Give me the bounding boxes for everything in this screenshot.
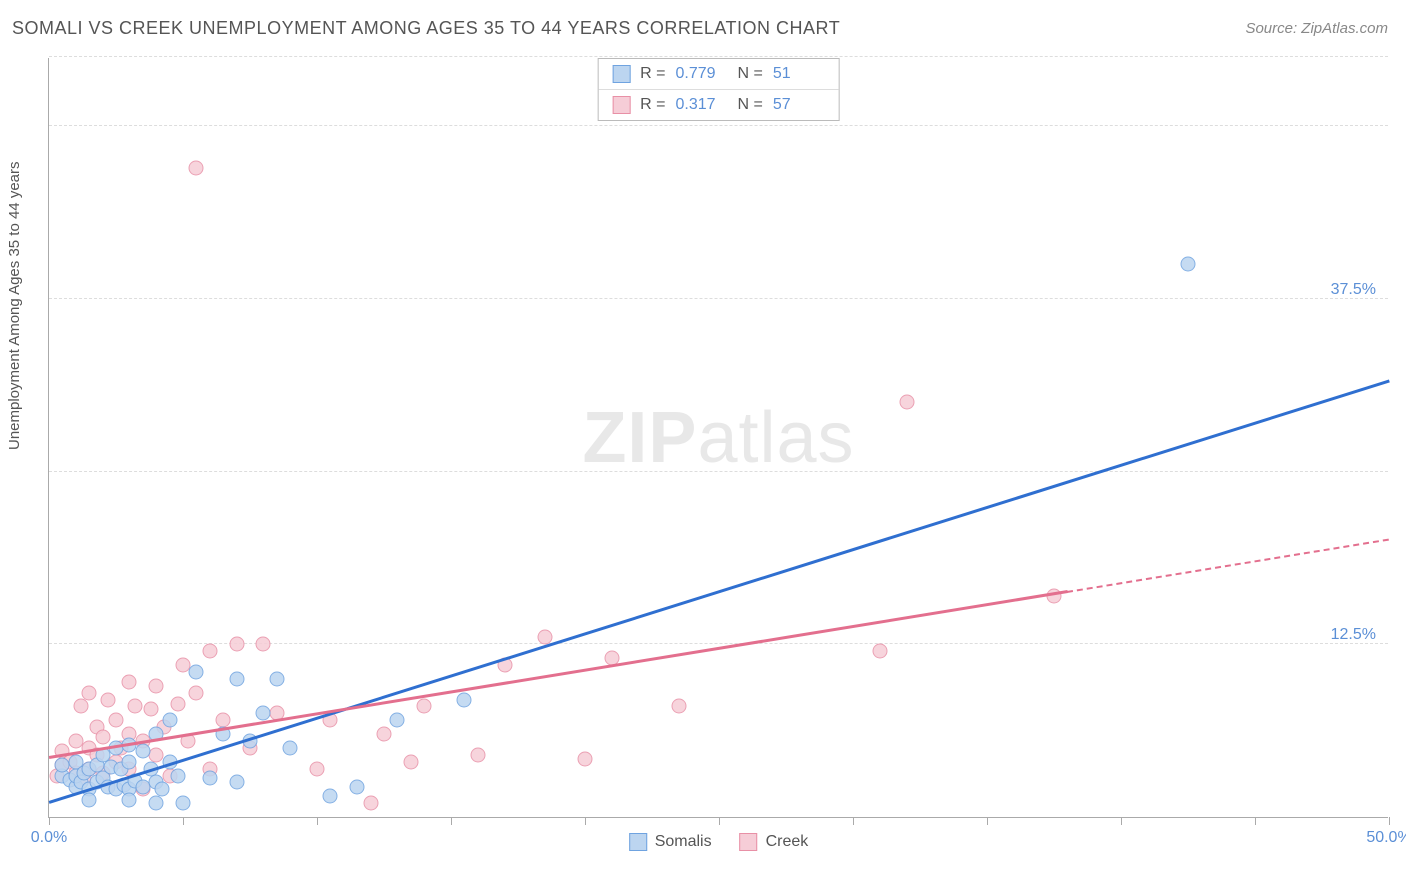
x-tick xyxy=(719,817,720,825)
creek-point xyxy=(122,674,137,689)
legend-swatch-icon xyxy=(740,833,758,851)
x-tick xyxy=(585,817,586,825)
legend-swatch-icon xyxy=(629,833,647,851)
watermark: ZIPatlas xyxy=(582,397,854,479)
creek-regression-extrapolated xyxy=(1067,539,1389,593)
somalis-point xyxy=(457,692,472,707)
legend-stats-row: R = 0.317 N = 57 xyxy=(598,89,839,120)
creek-point xyxy=(417,699,432,714)
creek-point xyxy=(872,644,887,659)
legend-item: Creek xyxy=(740,833,809,851)
somalis-regression xyxy=(49,379,1390,803)
gridline xyxy=(49,298,1388,299)
creek-point xyxy=(377,727,392,742)
creek-point xyxy=(256,637,271,652)
legend-n-value: 51 xyxy=(773,65,825,83)
x-tick xyxy=(987,817,988,825)
x-tick xyxy=(853,817,854,825)
somalis-point xyxy=(122,754,137,769)
gridline xyxy=(49,643,1388,644)
somalis-point xyxy=(189,664,204,679)
somalis-point xyxy=(122,793,137,808)
chart-title: SOMALI VS CREEK UNEMPLOYMENT AMONG AGES … xyxy=(12,18,840,39)
legend-stats: R = 0.779 N = 51 R = 0.317 N = 57 xyxy=(597,58,840,121)
legend-series-label: Somalis xyxy=(655,833,712,851)
creek-point xyxy=(149,678,164,693)
somalis-point xyxy=(135,743,150,758)
somalis-point xyxy=(154,782,169,797)
x-tick xyxy=(1121,817,1122,825)
legend-n-label: N = xyxy=(738,96,763,114)
y-tick-label: 37.5% xyxy=(1331,281,1376,299)
somalis-point xyxy=(1181,257,1196,272)
creek-point xyxy=(578,751,593,766)
scatter-chart: ZIPatlas R = 0.779 N = 51 R = 0.317 N = … xyxy=(48,58,1388,818)
somalis-point xyxy=(82,793,97,808)
gridline xyxy=(49,56,1388,57)
x-tick-label: 50.0% xyxy=(1366,829,1406,847)
somalis-point xyxy=(269,671,284,686)
somalis-point xyxy=(390,713,405,728)
creek-point xyxy=(95,729,110,744)
x-tick xyxy=(317,817,318,825)
legend-swatch-icon xyxy=(612,96,630,114)
gridline xyxy=(49,125,1388,126)
x-tick xyxy=(1255,817,1256,825)
creek-point xyxy=(310,761,325,776)
y-axis-label: Unemployment Among Ages 35 to 44 years xyxy=(6,161,23,450)
creek-point xyxy=(363,796,378,811)
creek-point xyxy=(82,685,97,700)
legend-r-label: R = xyxy=(640,65,665,83)
x-tick xyxy=(183,817,184,825)
gridline xyxy=(49,471,1388,472)
y-tick-label: 12.5% xyxy=(1331,626,1376,644)
legend-series-label: Creek xyxy=(766,833,809,851)
somalis-point xyxy=(229,671,244,686)
watermark-bold: ZIP xyxy=(582,398,697,478)
creek-point xyxy=(671,699,686,714)
creek-point xyxy=(189,160,204,175)
legend-stats-row: R = 0.779 N = 51 xyxy=(598,59,839,89)
creek-point xyxy=(216,713,231,728)
legend-item: Somalis xyxy=(629,833,712,851)
creek-point xyxy=(170,696,185,711)
creek-point xyxy=(470,747,485,762)
somalis-point xyxy=(149,796,164,811)
creek-point xyxy=(403,754,418,769)
creek-point xyxy=(100,692,115,707)
x-tick xyxy=(451,817,452,825)
watermark-light: atlas xyxy=(697,398,854,478)
somalis-point xyxy=(170,768,185,783)
legend-r-value: 0.779 xyxy=(676,65,728,83)
creek-point xyxy=(899,395,914,410)
creek-point xyxy=(229,637,244,652)
creek-point xyxy=(127,699,142,714)
creek-point xyxy=(74,699,89,714)
somalis-point xyxy=(202,771,217,786)
creek-point xyxy=(143,702,158,717)
somalis-point xyxy=(229,775,244,790)
source-label: Source: ZipAtlas.com xyxy=(1245,20,1388,37)
legend-r-label: R = xyxy=(640,96,665,114)
legend-n-value: 57 xyxy=(773,96,825,114)
x-tick xyxy=(1389,817,1390,825)
somalis-point xyxy=(256,706,271,721)
somalis-point xyxy=(176,796,191,811)
somalis-point xyxy=(283,740,298,755)
somalis-point xyxy=(350,779,365,794)
legend-series: Somalis Creek xyxy=(629,833,809,851)
legend-r-value: 0.317 xyxy=(676,96,728,114)
x-tick xyxy=(49,817,50,825)
x-tick-label: 0.0% xyxy=(31,829,67,847)
legend-swatch-icon xyxy=(612,65,630,83)
creek-point xyxy=(202,644,217,659)
legend-n-label: N = xyxy=(738,65,763,83)
somalis-point xyxy=(162,713,177,728)
creek-point xyxy=(189,685,204,700)
creek-point xyxy=(109,713,124,728)
somalis-point xyxy=(323,789,338,804)
page: SOMALI VS CREEK UNEMPLOYMENT AMONG AGES … xyxy=(0,0,1406,892)
